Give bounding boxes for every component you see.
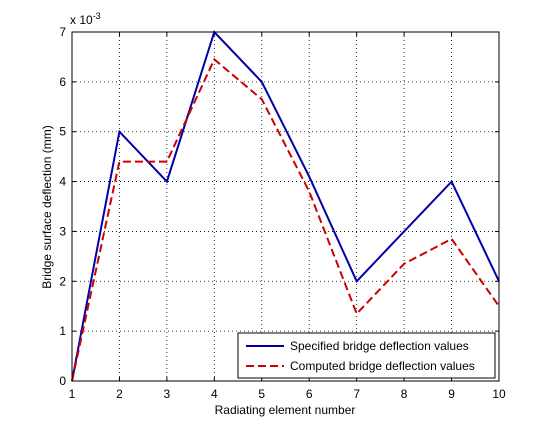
series-lines	[71, 30, 500, 382]
x-tick-label: 9	[448, 387, 455, 401]
x-tick-labels: 1 2 3 4 5 6 7 8 9 10	[69, 387, 506, 401]
y-tick-label: 2	[59, 274, 66, 288]
axis-ticks	[71, 31, 500, 382]
legend-label-computed: Computed bridge deflection values	[290, 359, 475, 373]
x-tick-label: 1	[69, 387, 76, 401]
x-tick-label: 7	[353, 387, 360, 401]
x-tick-label: 8	[401, 387, 408, 401]
y-exponent-label: x 10-3	[70, 11, 101, 27]
legend: Specified bridge deflection values Compu…	[237, 332, 496, 379]
y-tick-label: 5	[59, 125, 66, 139]
series-line-specified	[71, 30, 500, 382]
y-tick-label: 0	[59, 374, 66, 388]
x-tick-label: 6	[306, 387, 313, 401]
series-line-computed	[71, 57, 500, 382]
y-axis-label: Bridge surface deflection (mm)	[40, 125, 54, 288]
x-tick-label: 5	[258, 387, 265, 401]
legend-label-specified: Specified bridge deflection values	[290, 339, 469, 353]
x-tick-label: 10	[492, 387, 506, 401]
y-exponent-power: -3	[93, 11, 101, 21]
y-tick-label: 7	[59, 25, 66, 39]
x-tick-label: 2	[116, 387, 123, 401]
plot-area	[72, 32, 499, 381]
y-tick-labels: 0 1 2 3 4 5 6 7	[59, 25, 66, 388]
y-tick-label: 1	[59, 324, 66, 338]
y-tick-label: 4	[59, 175, 66, 189]
y-tick-label: 6	[59, 75, 66, 89]
x-tick-label: 3	[164, 387, 171, 401]
y-tick-label: 3	[59, 224, 66, 238]
legend-box	[237, 332, 496, 379]
plot-frame	[71, 31, 500, 382]
y-exponent-base: x 10	[70, 13, 93, 27]
x-axis-label: Radiating element number	[215, 403, 356, 417]
x-tick-label: 4	[211, 387, 218, 401]
